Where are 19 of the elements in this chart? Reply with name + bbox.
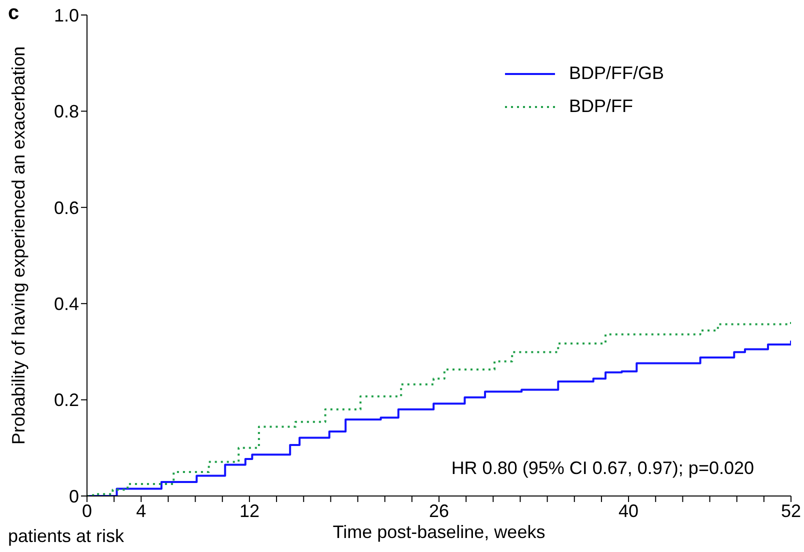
text: c — [8, 7, 20, 25]
y-tick-label: 0.8 — [54, 102, 79, 122]
legend-label: BDP/FF — [569, 96, 634, 117]
y-tick-label: 1.0 — [54, 5, 79, 26]
x-tick-label: 40 — [618, 500, 639, 521]
x-tick-label: 12 — [239, 500, 260, 521]
x-tick-label: 52 — [780, 500, 802, 521]
text: patients at risk — [8, 526, 124, 547]
y-tick-label: 0 — [68, 486, 79, 506]
y-tick-label: 0.4 — [54, 294, 79, 314]
y-tick-label: 0.2 — [54, 390, 79, 410]
x-tick-label: 4 — [136, 500, 146, 521]
annotation: HR 0.80 (95% CI 0.67, 0.97); p=0.020 — [451, 458, 754, 479]
x-axis-title: Time post-baseline, weeks — [332, 522, 546, 542]
x-tick-label: 0 — [82, 500, 92, 521]
x-tick-label: 26 — [428, 500, 450, 521]
y-tick-label: 0.6 — [54, 198, 79, 218]
y-axis-title: Probability of having experienced an exacerbation — [8, 46, 28, 445]
legend-label: BDP/FF/GB — [569, 63, 666, 84]
